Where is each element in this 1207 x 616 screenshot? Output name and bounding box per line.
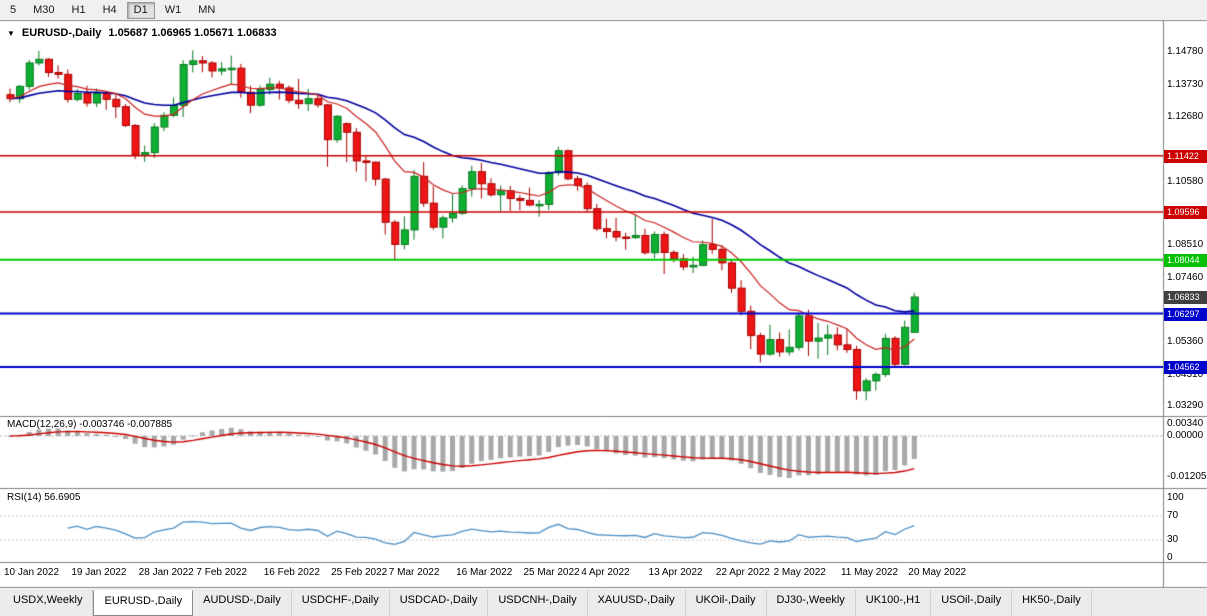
macd-values: -0.003746 -0.007885 [79, 419, 173, 430]
price-scale-label: 1.14780 [1167, 46, 1204, 58]
timeframe-button-h1[interactable]: H1 [71, 3, 86, 16]
date-axis-label: 16 Mar 2022 [456, 567, 513, 578]
price-scale[interactable]: 1.14780 1.13730 1.12680 1.10580 1.08510 1.074… [1164, 20, 1207, 588]
chart-tab-xauusd-daily[interactable]: XAUUSD-,Daily [587, 590, 686, 616]
date-axis-label: 22 Apr 2022 [715, 567, 770, 578]
price-level-badge: 1.11422 [1164, 149, 1207, 163]
macd-name: MACD(12,26,9) [7, 419, 77, 430]
chart-tab-uk100-h1[interactable]: UK100-,H1 [855, 590, 932, 616]
price-scale-label: 1.12680 [1167, 110, 1204, 122]
rsi-indicator-label: RSI(14) 56.6905 [7, 492, 80, 503]
macd-indicator-label: MACD(12,26,9) -0.003746 -0.007885 [7, 419, 172, 430]
rsi-scale-label: 70 [1167, 510, 1179, 521]
timeframe-button-m30[interactable]: M30 [33, 3, 55, 16]
macd-scale-label: 0.00000 [1167, 429, 1204, 441]
price-scale-label: 1.03290 [1167, 400, 1204, 412]
timeframe-toolbar: 5 M30 H1 H4 D1 W1 MN [0, 0, 1207, 20]
price-scale-label: 1.05360 [1167, 336, 1204, 348]
rsi-scale-label: 0 [1167, 552, 1173, 563]
chart-marker-icon: ▼ [7, 28, 15, 38]
chart-tabs-bar: USDX,Weekly EURUSD-,Daily AUDUSD-,Daily USD… [0, 588, 1207, 616]
chart-tab-usdcnh-daily[interactable]: USDCNH-,Daily [488, 590, 588, 616]
chart-tab-usdcad-daily[interactable]: USDCAD-,Daily [389, 590, 489, 616]
timeframe-button-5[interactable]: 5 [10, 3, 17, 16]
date-axis-label: 10 Jan 2022 [4, 567, 60, 578]
price-scale-label: 1.10580 [1167, 175, 1204, 187]
rsi-scale-label: 100 [1167, 492, 1184, 503]
rsi-value: 56.6905 [44, 492, 81, 503]
date-axis-label: 16 Feb 2022 [263, 567, 320, 578]
date-axis-label: 4 Apr 2022 [581, 567, 630, 578]
chart-tab-usdchf-daily[interactable]: USDCHF-,Daily [291, 590, 390, 616]
price-scale-label: 1.13730 [1167, 78, 1204, 90]
rsi-name: RSI(14) [7, 492, 42, 503]
timeframe-button-d1[interactable]: D1 [126, 1, 155, 19]
price-level-badge: 1.04562 [1164, 360, 1207, 374]
chart-tab-usoil-daily[interactable]: USOil-,Daily [931, 590, 1013, 616]
price-level-badge: 1.06297 [1164, 307, 1207, 321]
chart-tab-audusd-daily[interactable]: AUDUSD-,Daily [193, 590, 292, 616]
price-level-badge: 1.09596 [1164, 205, 1207, 219]
timeframe-button-h4[interactable]: H4 [102, 3, 117, 16]
chart-tab-dj30-weekly[interactable]: DJ30-,Weekly [766, 590, 856, 616]
timeframe-button-w1[interactable]: W1 [164, 3, 182, 16]
price-level-badge: 1.06833 [1164, 290, 1207, 304]
price-scale-label: 1.08510 [1167, 239, 1204, 251]
macd-scale-label: 0.00340 [1167, 418, 1204, 430]
date-axis-label: 11 May 2022 [840, 567, 899, 578]
timeframe-button-mn[interactable]: MN [198, 3, 216, 16]
date-axis-label: 7 Mar 2022 [388, 567, 440, 578]
chart-tab-eurusd-daily[interactable]: EURUSD-,Daily [93, 590, 194, 616]
rsi-scale-label: 30 [1167, 534, 1179, 545]
chart-title: ▼ EURUSD-,Daily 1.05687 1.06965 1.05671 … [7, 27, 277, 39]
date-axis-label: 28 Jan 2022 [138, 567, 194, 578]
chart-tab-ukoil-daily[interactable]: UKOil-,Daily [685, 590, 767, 616]
date-axis-label: 7 Feb 2022 [196, 567, 247, 578]
price-level-badge: 1.08044 [1164, 253, 1207, 267]
date-axis-label: 20 May 2022 [908, 567, 967, 578]
macd-scale-label: -0.01205 [1167, 470, 1207, 482]
date-axis-label: 25 Mar 2022 [523, 567, 580, 578]
date-axis-label: 2 May 2022 [773, 567, 826, 578]
price-scale-label: 1.07460 [1167, 271, 1204, 283]
chart-ohlc-values: 1.05687 1.06965 1.05671 1.06833 [108, 27, 277, 39]
date-axis[interactable]: 10 Jan 2022 19 Jan 2022 28 Jan 2022 7 Feb 2… [0, 562, 1163, 587]
chart-tab-hk50-daily[interactable]: HK50-,Daily [1012, 590, 1092, 616]
chart-tab-usdx-weekly[interactable]: USDX,Weekly [3, 590, 94, 616]
price-scale-label: 1.04310 [1167, 368, 1204, 380]
chart-symbol-period: EURUSD-,Daily [21, 27, 102, 39]
date-axis-label: 25 Feb 2022 [331, 567, 388, 578]
date-axis-label: 13 Apr 2022 [648, 567, 703, 578]
date-axis-label: 19 Jan 2022 [71, 567, 127, 578]
